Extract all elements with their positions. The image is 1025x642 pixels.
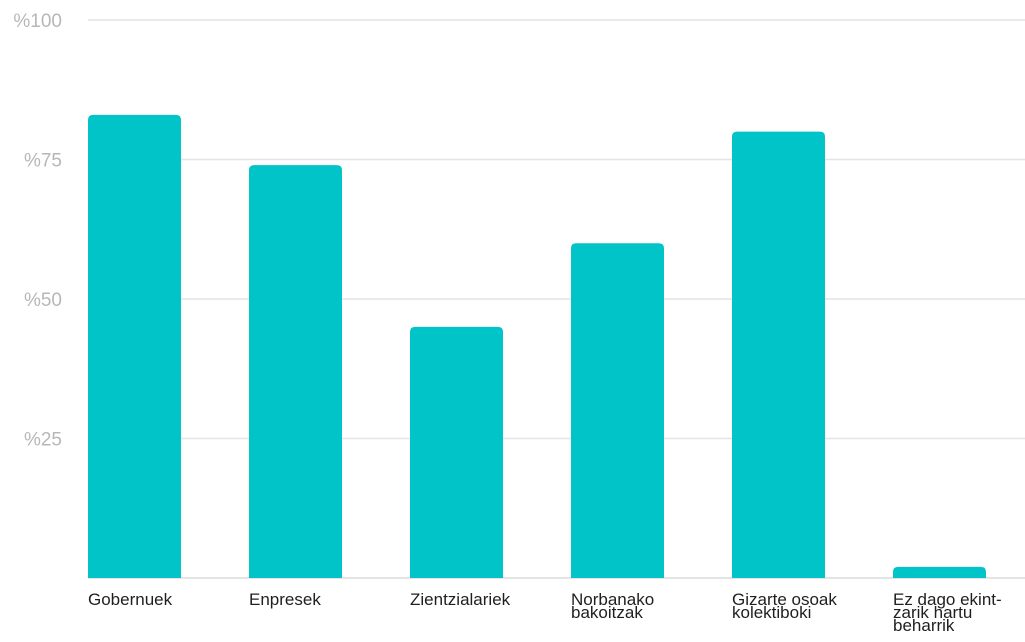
x-axis-ticks: Gobernuek Enpresek Zientzialariek Norbanako… (88, 590, 1002, 635)
x-tick-label: Zientzialariek (410, 590, 511, 609)
x-tick-label-line: Norbanako (571, 590, 654, 609)
x-tick-label-line: beharrik (893, 616, 955, 635)
x-tick-label: Ez dago ekint-zarik hartu beharrik (893, 590, 1002, 635)
y-axis-ticks: %25 %50 %75 %100 (13, 11, 62, 451)
bar-2 (410, 326, 503, 578)
x-tick-label: Gobernuek (88, 590, 173, 609)
x-tick-label-line: bakoitzak (571, 603, 643, 622)
y-tick-label: %50 (24, 290, 62, 311)
x-tick-label-line: Ez dago ekint- (893, 590, 1002, 609)
bar-3 (571, 243, 664, 578)
bar-5 (893, 566, 986, 578)
gridlines (88, 19, 1025, 579)
x-tick-label-line: Gobernuek (88, 590, 173, 609)
bar-4 (732, 131, 825, 578)
x-tick-label: Enpresek (249, 590, 321, 609)
x-tick-label-line: zarik hartu (893, 603, 972, 622)
x-tick-label-line: kolektiboki (732, 603, 811, 622)
y-tick-label: %100 (13, 11, 62, 32)
bar-0 (88, 114, 181, 579)
x-tick-label-line: Gizarte osoak (732, 590, 837, 609)
y-tick-label: %75 (24, 151, 62, 172)
x-tick-label: Norbanako bakoitzak (571, 590, 654, 622)
x-tick-label-line: Zientzialariek (410, 590, 511, 609)
bars (88, 114, 986, 579)
x-tick-label-line: Enpresek (249, 590, 321, 609)
bar-1 (249, 165, 342, 578)
x-tick-label: Gizarte osoak kolektiboki (732, 590, 837, 622)
y-tick-label: %25 (24, 430, 62, 451)
